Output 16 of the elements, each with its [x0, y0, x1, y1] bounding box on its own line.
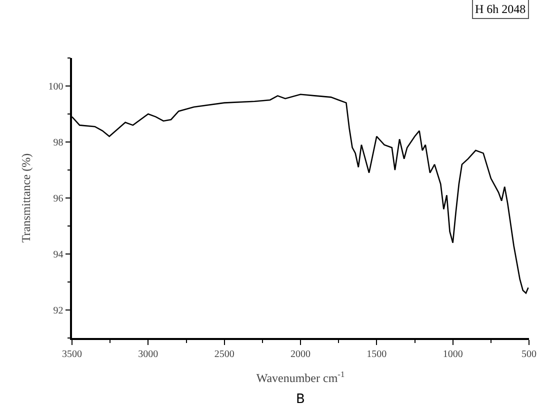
y-tick-label: 92 [53, 306, 64, 316]
y-tick-label: 96 [53, 194, 64, 204]
x-tick-label: 2500 [214, 348, 234, 360]
y-tick-label: 98 [53, 138, 64, 148]
text: H 6h 2048 [475, 2, 526, 16]
y-tick-label: 94 [53, 250, 64, 260]
y-axis-title: Transmittance (%) [19, 153, 34, 243]
x-tick-label: 3500 [62, 348, 82, 360]
x-tick-label: 2000 [290, 348, 310, 360]
x-tick-label: 3000 [138, 348, 158, 360]
x-tick-label: 1000 [442, 348, 463, 360]
x-axis-title: Wavenumber cm$^{-1}$ [256, 370, 345, 386]
y-tick-label: 100 [48, 82, 64, 92]
x-tick-label: 1500 [366, 348, 387, 360]
x-tick-label: 500 [522, 348, 536, 360]
text: B [296, 392, 305, 407]
